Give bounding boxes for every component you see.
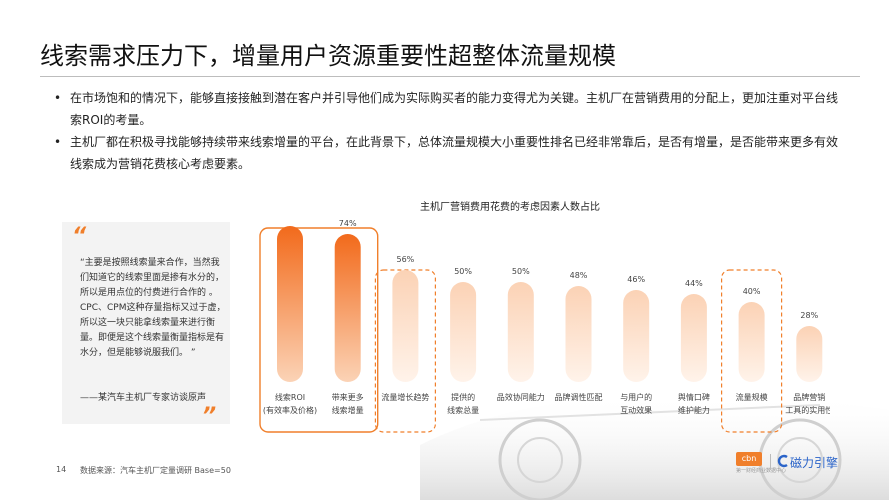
bar (623, 290, 650, 382)
category-label: 互动效果 (620, 405, 652, 415)
page-title: 线索需求压力下，增量用户资源重要性超整体流量规模 (40, 42, 616, 70)
data-label: 50% (512, 267, 530, 276)
page-number: 14 (56, 465, 67, 474)
highlight-frame-dashed (721, 269, 783, 433)
category-label: 工具的实用性 (785, 405, 830, 415)
bar (450, 282, 477, 382)
cbn-logo: cbn (736, 452, 762, 466)
bullet-item: 主机厂都在积极寻找能够持续带来线索增量的平台，在此背景下，总体流量规模大小重要性… (52, 131, 842, 175)
category-label: 线索ROI (275, 392, 305, 402)
cili-logo-icon (777, 454, 788, 468)
bar (277, 226, 303, 382)
bar-chart: 78%线索ROI(有效率及价格)74%带来更多线索增量56%流量增长趋势50%提… (259, 220, 830, 433)
quote-close-mark: ” (202, 404, 217, 429)
category-label: 品牌调性匹配 (555, 392, 603, 402)
bar (680, 294, 707, 382)
bar (796, 326, 823, 382)
data-label: 28% (800, 311, 818, 320)
logo-divider (770, 454, 771, 470)
bar (738, 302, 765, 382)
category-label: 带来更多 (332, 392, 364, 402)
category-label: 与用户的 (620, 392, 652, 402)
category-label: 舆情口碑 (678, 392, 710, 402)
category-label: 维护能力 (678, 405, 710, 415)
category-label: 流量增长趋势 (381, 392, 429, 402)
data-label: 44% (685, 279, 703, 288)
bar (507, 282, 534, 382)
bullet-list: 在市场饱和的情况下，能够直接接触到潜在客户并引导他们成为实际购买者的能力变得尤为… (52, 87, 842, 175)
cbn-logo-subtitle: 第一财经商业数据中心 (736, 468, 787, 474)
data-label: 74% (339, 220, 357, 228)
category-label: 线索总量 (447, 405, 479, 415)
data-label: 56% (397, 255, 415, 264)
bar (392, 270, 419, 382)
data-label: 40% (743, 287, 761, 296)
data-label: 46% (627, 275, 645, 284)
quote-open-mark: “ (72, 224, 87, 249)
category-label: 品效协同能力 (497, 392, 545, 402)
quote-text: “主要是按照线索量来合作，当然我们知道它的线索里面是掺有水分的，所以是用点位的付… (80, 258, 226, 358)
quote-box (62, 222, 230, 424)
quote-source: ——某汽车主机厂专家访谈原声 (80, 393, 207, 403)
category-label: 提供的 (451, 392, 475, 402)
category-label: 流量规模 (736, 392, 768, 402)
chart-title: 主机厂营销费用花费的考虑因素人数占比 (420, 202, 600, 213)
category-label: 线索增量 (332, 405, 364, 415)
category-label: 品牌营销 (793, 392, 825, 402)
data-source-note: 数据来源：汽车主机厂定量调研 Base=50 (80, 466, 231, 475)
data-label: 48% (570, 271, 588, 280)
data-label: 50% (454, 267, 472, 276)
cili-logo-text: 磁力引擎 (790, 456, 839, 470)
bullet-item: 在市场饱和的情况下，能够直接接触到潜在客户并引导他们成为实际购买者的能力变得尤为… (52, 87, 842, 131)
bar (565, 286, 592, 382)
category-label: (有效率及价格) (263, 405, 317, 415)
title-divider (40, 76, 860, 77)
bar (334, 234, 361, 382)
highlight-frame-solid (259, 227, 379, 433)
